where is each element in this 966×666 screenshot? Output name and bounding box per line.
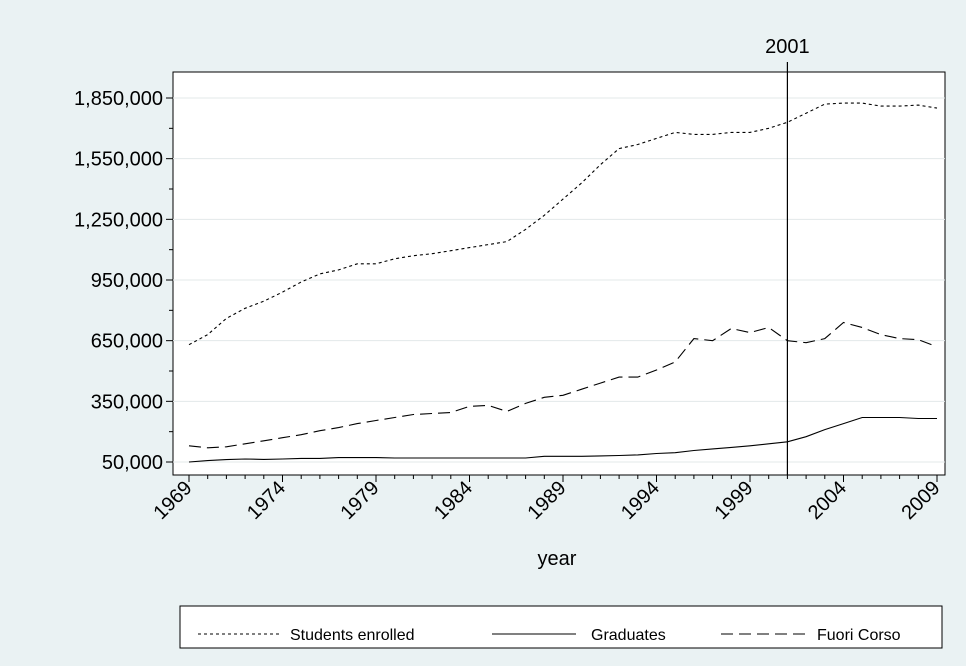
y-tick-label: 1,550,000	[74, 149, 163, 171]
series-line-graduates	[188, 416, 937, 463]
y-tick-label: 650,000	[91, 331, 163, 353]
x-tick-label: 1969	[150, 477, 197, 524]
series-line-fuori-corso	[188, 321, 938, 449]
legend-box	[179, 605, 943, 649]
legend-label-graduates: Graduates	[591, 627, 666, 644]
grid-lines	[173, 97, 945, 463]
y-tick-label: 50,000	[102, 452, 163, 474]
legend-label-students-enrolled: Students enrolled	[290, 627, 415, 644]
annotation: 2001	[765, 36, 810, 475]
x-tick-label: 2009	[898, 477, 945, 524]
y-tick-label: 1,250,000	[74, 209, 163, 231]
x-tick-label: 1979	[337, 477, 384, 524]
plot-area	[172, 71, 946, 476]
y-tick-label: 350,000	[91, 391, 163, 413]
x-tick-label: 1999	[711, 477, 758, 524]
y-tick-label: 1,850,000	[74, 88, 163, 110]
x-tick-label: 1974	[243, 477, 290, 524]
series-line-students-enrolled	[188, 102, 938, 346]
series-lines	[188, 102, 938, 463]
x-tick-label: 2004	[804, 477, 851, 524]
y-tick-label: 950,000	[91, 270, 163, 292]
annotation-label: 2001	[765, 36, 810, 58]
legend: Students enrolled Graduates Fuori Corso	[179, 605, 943, 649]
x-tick-label: 1994	[617, 477, 664, 524]
x-axis-title: year	[538, 548, 577, 570]
x-tick-label: 1989	[524, 477, 571, 524]
x-tick-label: 1984	[430, 477, 477, 524]
legend-label-fuori-corso: Fuori Corso	[817, 627, 901, 644]
